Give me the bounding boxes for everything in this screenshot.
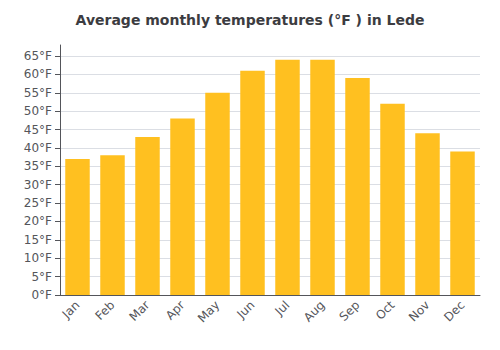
svg-text:Aug: Aug [301, 298, 327, 324]
svg-text:Mar: Mar [127, 298, 153, 324]
svg-text:10°F: 10°F [24, 251, 52, 265]
svg-text:Average monthly temperatures (: Average monthly temperatures (°F ) in Le… [76, 12, 425, 28]
svg-text:0°F: 0°F [31, 288, 52, 302]
svg-text:30°F: 30°F [24, 178, 52, 192]
svg-text:20°F: 20°F [24, 214, 52, 228]
svg-text:Dec: Dec [441, 298, 467, 324]
svg-text:5°F: 5°F [31, 270, 52, 284]
svg-text:40°F: 40°F [24, 141, 52, 155]
svg-text:Nov: Nov [406, 298, 432, 324]
svg-text:50°F: 50°F [24, 104, 52, 118]
svg-text:Jul: Jul [272, 298, 293, 319]
svg-text:45°F: 45°F [24, 123, 52, 137]
svg-text:Sep: Sep [337, 298, 363, 324]
svg-text:Jan: Jan [59, 298, 83, 322]
svg-text:60°F: 60°F [24, 67, 52, 81]
svg-text:65°F: 65°F [24, 49, 52, 63]
svg-text:Oct: Oct [373, 298, 398, 323]
svg-text:25°F: 25°F [24, 196, 52, 210]
svg-text:Apr: Apr [163, 298, 188, 323]
svg-text:Feb: Feb [93, 298, 118, 323]
svg-text:55°F: 55°F [24, 86, 52, 100]
svg-text:May: May [195, 298, 222, 325]
svg-text:15°F: 15°F [24, 233, 52, 247]
svg-text:35°F: 35°F [24, 159, 52, 173]
svg-text:Jun: Jun [234, 298, 258, 322]
